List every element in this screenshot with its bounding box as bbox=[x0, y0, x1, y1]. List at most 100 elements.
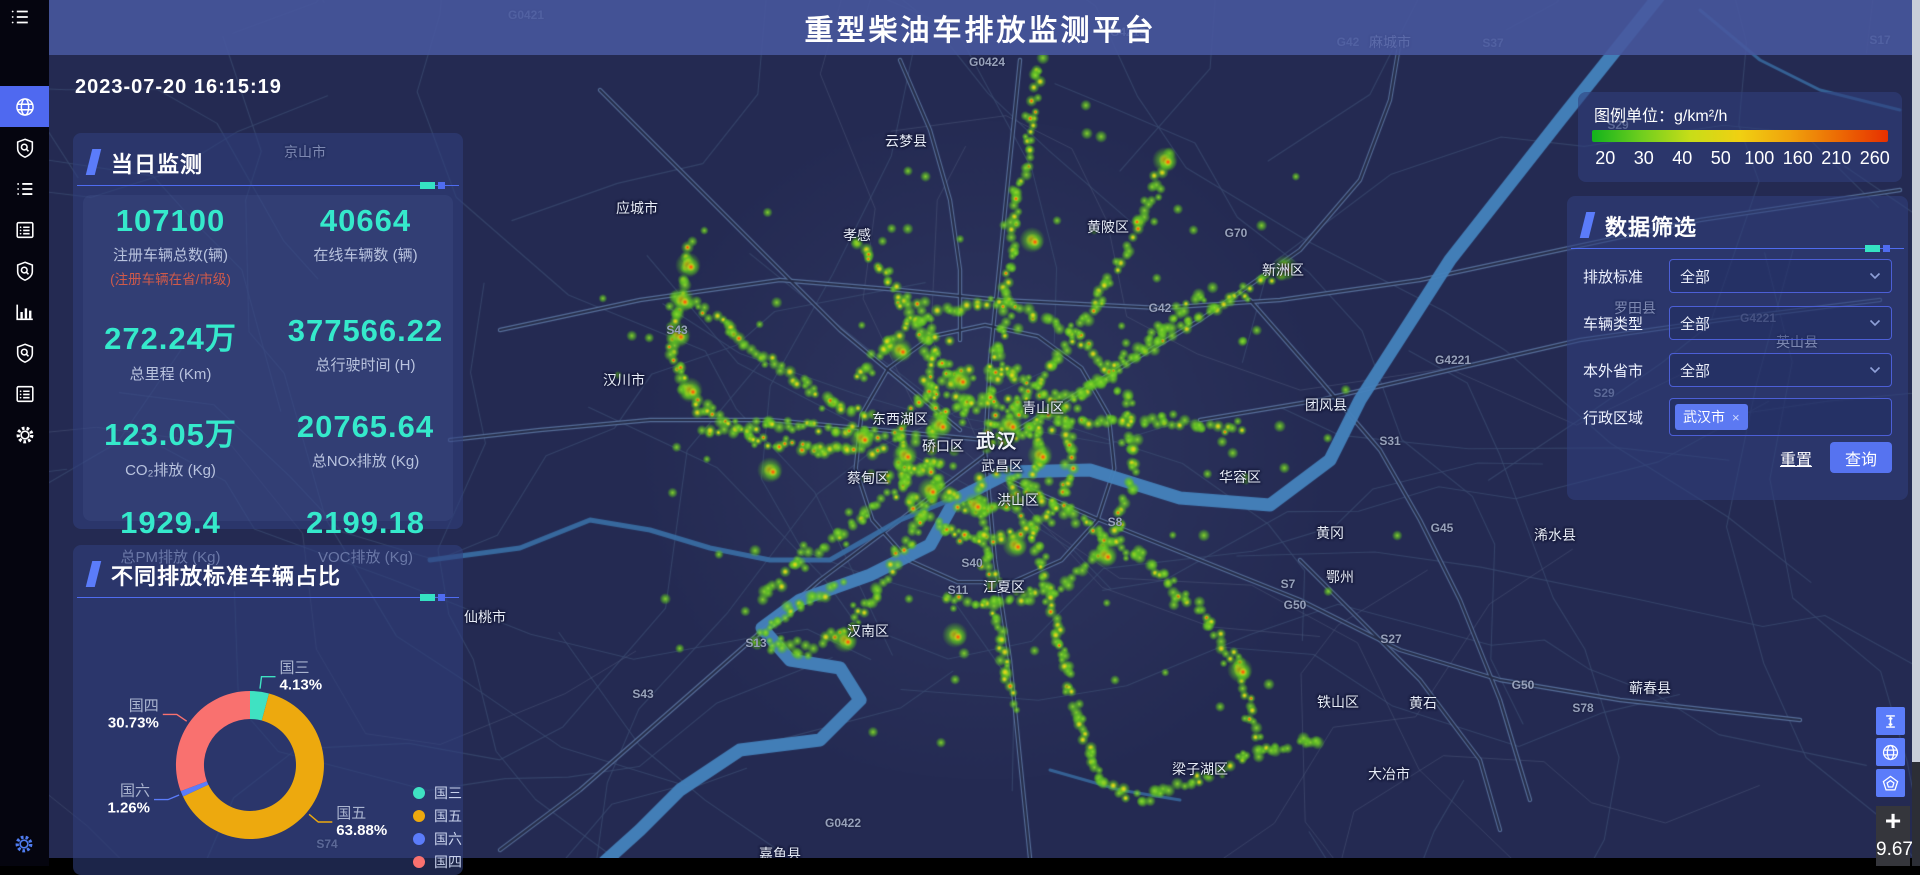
donut-slice-国四[interactable] bbox=[175, 691, 250, 792]
donut-slice-国五[interactable] bbox=[183, 693, 324, 840]
underline-teal-square bbox=[420, 182, 435, 189]
legend-dot bbox=[413, 786, 425, 799]
donut-slice-国六[interactable] bbox=[180, 781, 209, 797]
legend-dot bbox=[413, 809, 425, 822]
donut-label-国五: 国五 bbox=[336, 805, 366, 822]
legend-unit-value: g/km²/h bbox=[1674, 108, 1728, 125]
sidebar-item-4-shield-search-icon[interactable] bbox=[0, 250, 49, 291]
underline-blue-square bbox=[438, 182, 445, 189]
stat-label: 总行驶时间 (H) bbox=[315, 357, 416, 374]
legend-unit-label: 图例单位： bbox=[1594, 108, 1675, 125]
legend-label: 国六 bbox=[434, 830, 462, 847]
sidebar-item-5-bar-chart-icon[interactable] bbox=[0, 291, 49, 332]
map-tool-measure-icon[interactable] bbox=[1876, 707, 1905, 735]
underline-teal-square bbox=[1865, 245, 1880, 252]
filter-select-0[interactable]: 全部 bbox=[1669, 259, 1892, 293]
map-tool-globe-icon[interactable] bbox=[1876, 738, 1905, 766]
region-tag-text: 武汉市 bbox=[1683, 409, 1725, 425]
donut-slice-国三[interactable] bbox=[250, 691, 269, 721]
shield-search-icon bbox=[14, 342, 36, 364]
legend-item-国五[interactable]: 国五 bbox=[413, 804, 462, 827]
globe-icon bbox=[14, 96, 36, 118]
emission-standard-chart-panel: 不同排放标准车辆占比 国三 4.13% 国五 63.88% 国六 1.26% 国四 30.73… bbox=[73, 545, 463, 875]
legend-tick-30: 30 bbox=[1633, 148, 1654, 168]
list-icon bbox=[14, 178, 36, 200]
title-underline bbox=[77, 182, 459, 189]
stat-2: 272.24万 总里程 (Km) bbox=[73, 313, 268, 384]
query-button[interactable]: 查询 bbox=[1830, 442, 1892, 473]
donut-label-国四: 国四 bbox=[129, 697, 159, 714]
legend-tick-40: 40 bbox=[1672, 148, 1693, 168]
legend-title: 图例单位：g/km²/h bbox=[1594, 102, 1727, 126]
chevron-down-icon bbox=[1869, 267, 1881, 285]
stats-background-box bbox=[83, 195, 453, 521]
filter-panel-title: 数据筛选 bbox=[1605, 215, 1698, 240]
legend-tick-160: 160 bbox=[1782, 148, 1813, 168]
select-value: 全部 bbox=[1680, 362, 1711, 380]
map-color-legend-panel: 图例单位：g/km²/h 20 30 40 50 100 160 210 260 bbox=[1578, 92, 1902, 182]
legend-gradient-bar bbox=[1592, 130, 1888, 142]
legend-tick-20: 20 bbox=[1595, 148, 1616, 168]
sidebar bbox=[0, 0, 49, 866]
page-scrollbar[interactable] bbox=[1912, 0, 1920, 866]
bar-chart-icon bbox=[14, 301, 36, 323]
shield-search-icon bbox=[14, 260, 36, 282]
tag-close-icon[interactable]: × bbox=[1732, 409, 1740, 425]
scrollbar-thumb[interactable] bbox=[1912, 0, 1920, 762]
filter-select-2[interactable]: 全部 bbox=[1669, 353, 1892, 387]
chevron-down-icon bbox=[1869, 361, 1881, 379]
sidebar-item-1-shield-search-icon[interactable] bbox=[0, 127, 49, 168]
stat-1: 40664 在线车辆数 (辆) bbox=[268, 203, 463, 288]
stat-value: 1929.4 bbox=[120, 505, 221, 540]
region-tag: 武汉市 × bbox=[1675, 404, 1748, 430]
map-tool-buttons bbox=[1876, 707, 1905, 800]
filter-label-1: 车辆类型 bbox=[1583, 315, 1644, 333]
data-filter-panel: 数据筛选 排放标准 全部 车辆类型 全部 本外省市 全部 行政区域 武汉市 × 重置 查询 bbox=[1567, 196, 1908, 500]
legend-tick-210: 210 bbox=[1821, 148, 1852, 168]
gear-icon[interactable] bbox=[13, 833, 37, 857]
daily-monitoring-panel: 当日监测 107100 注册车辆总数(辆) (注册车辆在省/市级) 40664 在线车辆… bbox=[73, 133, 463, 566]
current-datetime: 2023-07-20 16:15:19 bbox=[75, 76, 282, 98]
donut-label-国三: 国三 bbox=[280, 660, 310, 677]
chart-legend: 国三国五国六国四 bbox=[413, 781, 462, 873]
document-list-icon bbox=[14, 383, 36, 405]
shield-search-icon bbox=[14, 137, 36, 159]
stat-label: 注册车辆总数(辆) bbox=[113, 247, 228, 264]
legend-item-国六[interactable]: 国六 bbox=[413, 827, 462, 850]
stat-4: 123.05万 CO₂排放 (Kg) bbox=[73, 409, 268, 480]
stat-0: 107100 注册车辆总数(辆) (注册车辆在省/市级) bbox=[73, 203, 268, 288]
legend-item-国四[interactable]: 国四 bbox=[413, 850, 462, 873]
daily-panel-title: 当日监测 bbox=[111, 152, 204, 177]
legend-label: 国四 bbox=[434, 853, 462, 870]
sidebar-item-6-shield-search-icon[interactable] bbox=[0, 332, 49, 373]
filter-select-1[interactable]: 全部 bbox=[1669, 306, 1892, 340]
stat-label: 总里程 (Km) bbox=[129, 366, 212, 383]
zoom-in-button[interactable]: + bbox=[1884, 805, 1902, 836]
svg-text:63.88%: 63.88% bbox=[336, 822, 387, 839]
sidebar-item-3-document-list-icon[interactable] bbox=[0, 209, 49, 250]
document-list-icon bbox=[14, 219, 36, 241]
page-title: 重型柴油车排放监测平台 bbox=[804, 14, 1157, 47]
select-value: 全部 bbox=[1680, 268, 1711, 286]
legend-ticks: 20 30 40 50 100 160 210 260 bbox=[1586, 148, 1894, 169]
stat-value: 40664 bbox=[319, 203, 412, 238]
legend-label: 国五 bbox=[434, 807, 462, 824]
sidebar-item-2-list-icon[interactable] bbox=[0, 168, 49, 209]
sidebar-item-7-document-list-icon[interactable] bbox=[0, 373, 49, 414]
map-tool-polygon-icon[interactable] bbox=[1876, 769, 1905, 797]
chart-panel-title: 不同排放标准车辆占比 bbox=[111, 564, 342, 589]
legend-tick-100: 100 bbox=[1744, 148, 1775, 168]
title-slash-decoration bbox=[85, 561, 102, 587]
legend-tick-260: 260 bbox=[1859, 148, 1890, 168]
sidebar-item-0-globe-icon[interactable] bbox=[0, 86, 49, 127]
region-input[interactable]: 武汉市 × bbox=[1669, 398, 1892, 436]
legend-item-国三[interactable]: 国三 bbox=[413, 781, 462, 804]
legend-dot bbox=[413, 855, 425, 868]
stat-value: 107100 bbox=[115, 203, 226, 238]
stat-value: 20765.64 bbox=[296, 409, 435, 444]
menu-icon[interactable] bbox=[9, 6, 39, 32]
sidebar-item-8-gear-icon[interactable] bbox=[0, 414, 49, 455]
reset-button[interactable]: 重置 bbox=[1779, 451, 1812, 469]
title-underline bbox=[77, 594, 459, 601]
map-zoom-box: + 9.67 bbox=[1876, 805, 1913, 866]
